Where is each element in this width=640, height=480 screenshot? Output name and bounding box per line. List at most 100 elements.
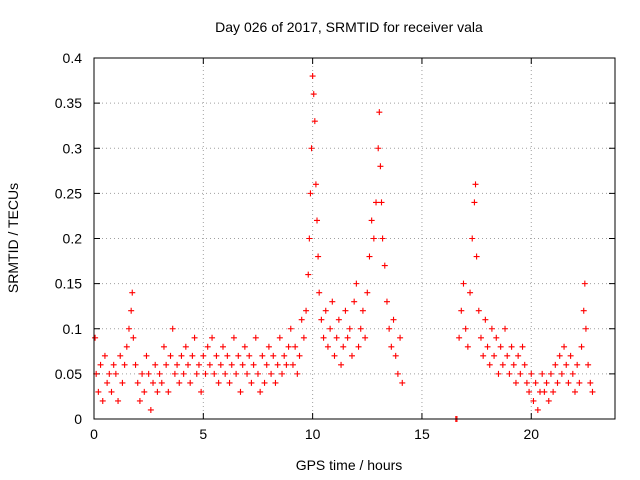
y-tick-label: 0.3 [63, 140, 83, 156]
data-point [200, 352, 207, 359]
data-point [472, 181, 479, 188]
data-point [150, 379, 157, 386]
y-tick-label: 0.35 [55, 95, 82, 111]
data-point [320, 334, 327, 341]
data-point [198, 388, 205, 395]
data-point [187, 379, 194, 386]
data-point [491, 352, 498, 359]
data-point [252, 334, 259, 341]
data-point [397, 334, 404, 341]
data-point [298, 316, 305, 323]
data-point [554, 379, 561, 386]
data-point [530, 397, 537, 404]
data-point [335, 316, 342, 323]
data-point [378, 199, 385, 206]
data-point [300, 334, 307, 341]
y-tick-label: 0.4 [63, 50, 83, 66]
data-point [587, 379, 594, 386]
data-point [340, 343, 347, 350]
data-point [272, 379, 279, 386]
data-point [550, 388, 557, 395]
data-point [171, 370, 178, 377]
data-point [381, 262, 388, 269]
data-point [346, 325, 353, 332]
data-point [121, 361, 128, 368]
data-point [158, 379, 165, 386]
data-point [331, 352, 338, 359]
data-point [189, 352, 196, 359]
data-point [375, 145, 382, 152]
data-point [211, 370, 218, 377]
data-point [547, 370, 554, 377]
data-point [134, 379, 141, 386]
data-point [353, 280, 360, 287]
data-point [532, 379, 539, 386]
data-point [357, 325, 364, 332]
data-point [287, 325, 294, 332]
data-point [92, 334, 99, 341]
data-point [344, 334, 351, 341]
data-point [312, 181, 319, 188]
data-point [359, 307, 366, 314]
data-point [254, 370, 261, 377]
data-point [306, 235, 313, 242]
data-point [324, 343, 331, 350]
y-tick-label: 0 [74, 411, 82, 427]
data-point [97, 361, 104, 368]
data-point [261, 379, 268, 386]
data-point [191, 334, 198, 341]
data-point [285, 343, 292, 350]
data-point [376, 109, 383, 116]
data-point [475, 307, 482, 314]
data-point [217, 361, 224, 368]
data-point [322, 307, 329, 314]
data-point [327, 325, 334, 332]
data-point [534, 406, 541, 413]
data-point [235, 352, 242, 359]
data-point [224, 352, 231, 359]
data-point [316, 289, 323, 296]
data-point [471, 199, 478, 206]
data-point [574, 361, 581, 368]
data-point [386, 325, 393, 332]
data-point [515, 352, 522, 359]
data-point [160, 343, 167, 350]
data-point [576, 379, 583, 386]
data-point [248, 379, 255, 386]
data-point [289, 361, 296, 368]
data-point [195, 361, 202, 368]
y-tick-label: 0.1 [63, 321, 83, 337]
data-point [274, 361, 281, 368]
y-tick-label: 0.25 [55, 185, 82, 201]
grid-lines [94, 58, 615, 419]
data-point [484, 343, 491, 350]
data-point [128, 307, 135, 314]
data-point [473, 253, 480, 260]
data-point [119, 379, 126, 386]
data-point [193, 370, 200, 377]
data-point [477, 334, 484, 341]
data-point [366, 253, 373, 260]
data-point [394, 370, 401, 377]
data-point [259, 352, 266, 359]
data-point [348, 352, 355, 359]
data-point [565, 379, 572, 386]
data-point [399, 379, 406, 386]
data-point [462, 325, 469, 332]
data-point [294, 370, 301, 377]
data-point [552, 361, 559, 368]
data-point [558, 370, 565, 377]
data-point [571, 388, 578, 395]
data-point [239, 361, 246, 368]
data-point [139, 370, 146, 377]
data-point [141, 388, 148, 395]
data-point [362, 334, 369, 341]
data-point [165, 388, 172, 395]
data-point [305, 271, 312, 278]
data-point [117, 352, 124, 359]
data-point [510, 361, 517, 368]
data-point [543, 379, 550, 386]
data-point [104, 379, 111, 386]
data-point [482, 316, 489, 323]
